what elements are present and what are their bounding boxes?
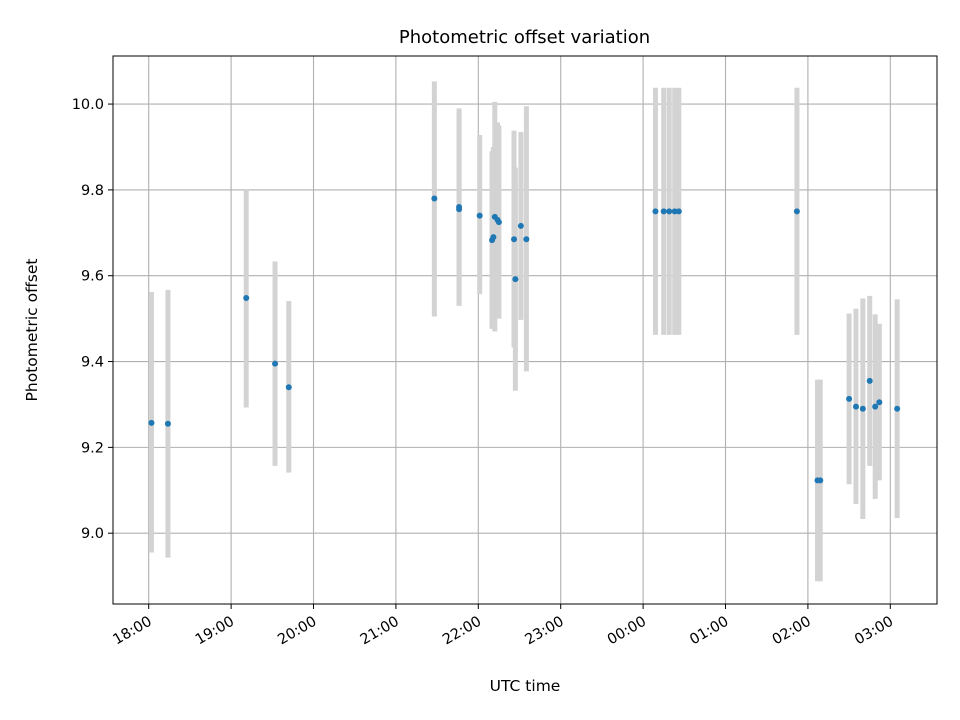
y-tick-label: 9.8 — [81, 183, 104, 199]
data-point — [456, 206, 463, 213]
data-point — [671, 208, 678, 215]
data-point — [431, 195, 438, 202]
data-point — [517, 222, 524, 229]
data-point — [523, 236, 530, 243]
data-point — [894, 405, 901, 412]
y-tick-label: 9.0 — [81, 526, 104, 542]
data-point — [876, 399, 883, 406]
y-axis-ticks: 9.0 9.2 9.4 9.6 9.8 10.0 — [72, 97, 113, 542]
data-point — [490, 234, 497, 241]
data-point — [846, 395, 853, 402]
data-point — [666, 208, 673, 215]
data-point — [852, 403, 859, 410]
plot-frame — [112, 55, 938, 605]
data-point — [859, 405, 866, 412]
data-point — [675, 208, 682, 215]
y-tick-label: 9.2 — [81, 440, 104, 456]
y-tick-label: 10.0 — [72, 97, 104, 113]
data-point — [495, 219, 502, 226]
y-tick-label: 9.6 — [81, 269, 104, 285]
data-point — [511, 236, 518, 243]
chart-title: Photometric offset variation — [399, 27, 650, 48]
data-point — [866, 377, 873, 384]
data-points — [148, 195, 901, 484]
y-tick-label: 9.4 — [81, 355, 104, 371]
data-point — [793, 208, 800, 215]
x-axis-label: UTC time — [490, 677, 561, 695]
data-point — [660, 208, 667, 215]
data-point — [817, 477, 824, 484]
data-point — [243, 295, 250, 302]
data-point — [164, 420, 171, 427]
data-point — [476, 212, 483, 219]
data-point — [148, 419, 155, 426]
data-point — [285, 384, 292, 391]
data-point — [512, 276, 519, 283]
data-point — [272, 360, 279, 367]
y-axis-label: Photometric offset — [23, 259, 41, 402]
data-point — [652, 208, 659, 215]
data-point — [872, 403, 879, 410]
